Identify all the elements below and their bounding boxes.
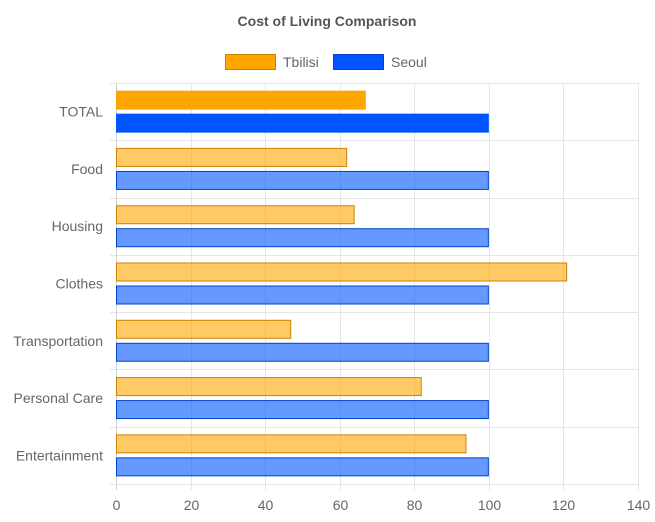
- bar-seoul-food[interactable]: [116, 170, 489, 190]
- bar-seoul-transportation[interactable]: [116, 342, 489, 362]
- x-tick-label: 60: [333, 497, 349, 513]
- y-tick-label: Entertainment: [16, 447, 103, 463]
- y-tick-label: TOTAL: [59, 104, 103, 120]
- y-tick-label: Food: [71, 161, 103, 177]
- y-tick-label: Housing: [52, 218, 103, 234]
- y-tick-label: Transportation: [13, 333, 103, 349]
- y-tick-label: Clothes: [56, 276, 103, 292]
- x-tick-label: 40: [258, 497, 274, 513]
- x-axis-labels: 0 20 40 60 80 100 120 140: [113, 497, 651, 513]
- bar-seoul-clothes[interactable]: [116, 285, 489, 305]
- bar-tbilisi-housing[interactable]: [116, 205, 355, 225]
- legend-swatch: [225, 54, 276, 70]
- x-tick-label: 20: [184, 497, 200, 513]
- x-tick-label: 100: [478, 497, 502, 513]
- bar-tbilisi-food[interactable]: [116, 147, 348, 167]
- legend-item-tbilisi[interactable]: Tbilisi: [225, 54, 319, 70]
- legend: Tbilisi Seoul: [225, 54, 427, 70]
- legend-label: Tbilisi: [283, 54, 319, 70]
- legend-swatch: [333, 54, 384, 70]
- bar-tbilisi-clothes[interactable]: [116, 262, 568, 282]
- x-tick-label: 120: [552, 497, 576, 513]
- legend-item-seoul[interactable]: Seoul: [333, 54, 427, 70]
- bar-seoul-total[interactable]: [116, 113, 489, 133]
- bar-seoul-entertainment[interactable]: [116, 457, 489, 477]
- y-axis-labels: TOTAL Food Housing Clothes Transportation Per…: [13, 104, 103, 464]
- x-tick-label: 80: [407, 497, 423, 513]
- y-tick-label: Personal Care: [14, 390, 104, 406]
- bar-tbilisi-personal-care[interactable]: [116, 377, 422, 397]
- chart-title: Cost of Living Comparison: [238, 13, 417, 29]
- bar-seoul-personal-care[interactable]: [116, 400, 489, 420]
- legend-label: Seoul: [391, 54, 427, 70]
- bar-seoul-housing[interactable]: [116, 228, 489, 248]
- bar-tbilisi-total[interactable]: [116, 90, 366, 110]
- x-tick-label: 140: [627, 497, 651, 513]
- bar-tbilisi-transportation[interactable]: [116, 319, 292, 339]
- x-tick-label: 0: [113, 497, 121, 513]
- grid: [110, 83, 639, 490]
- bars: [116, 90, 568, 477]
- bar-tbilisi-entertainment[interactable]: [116, 434, 467, 454]
